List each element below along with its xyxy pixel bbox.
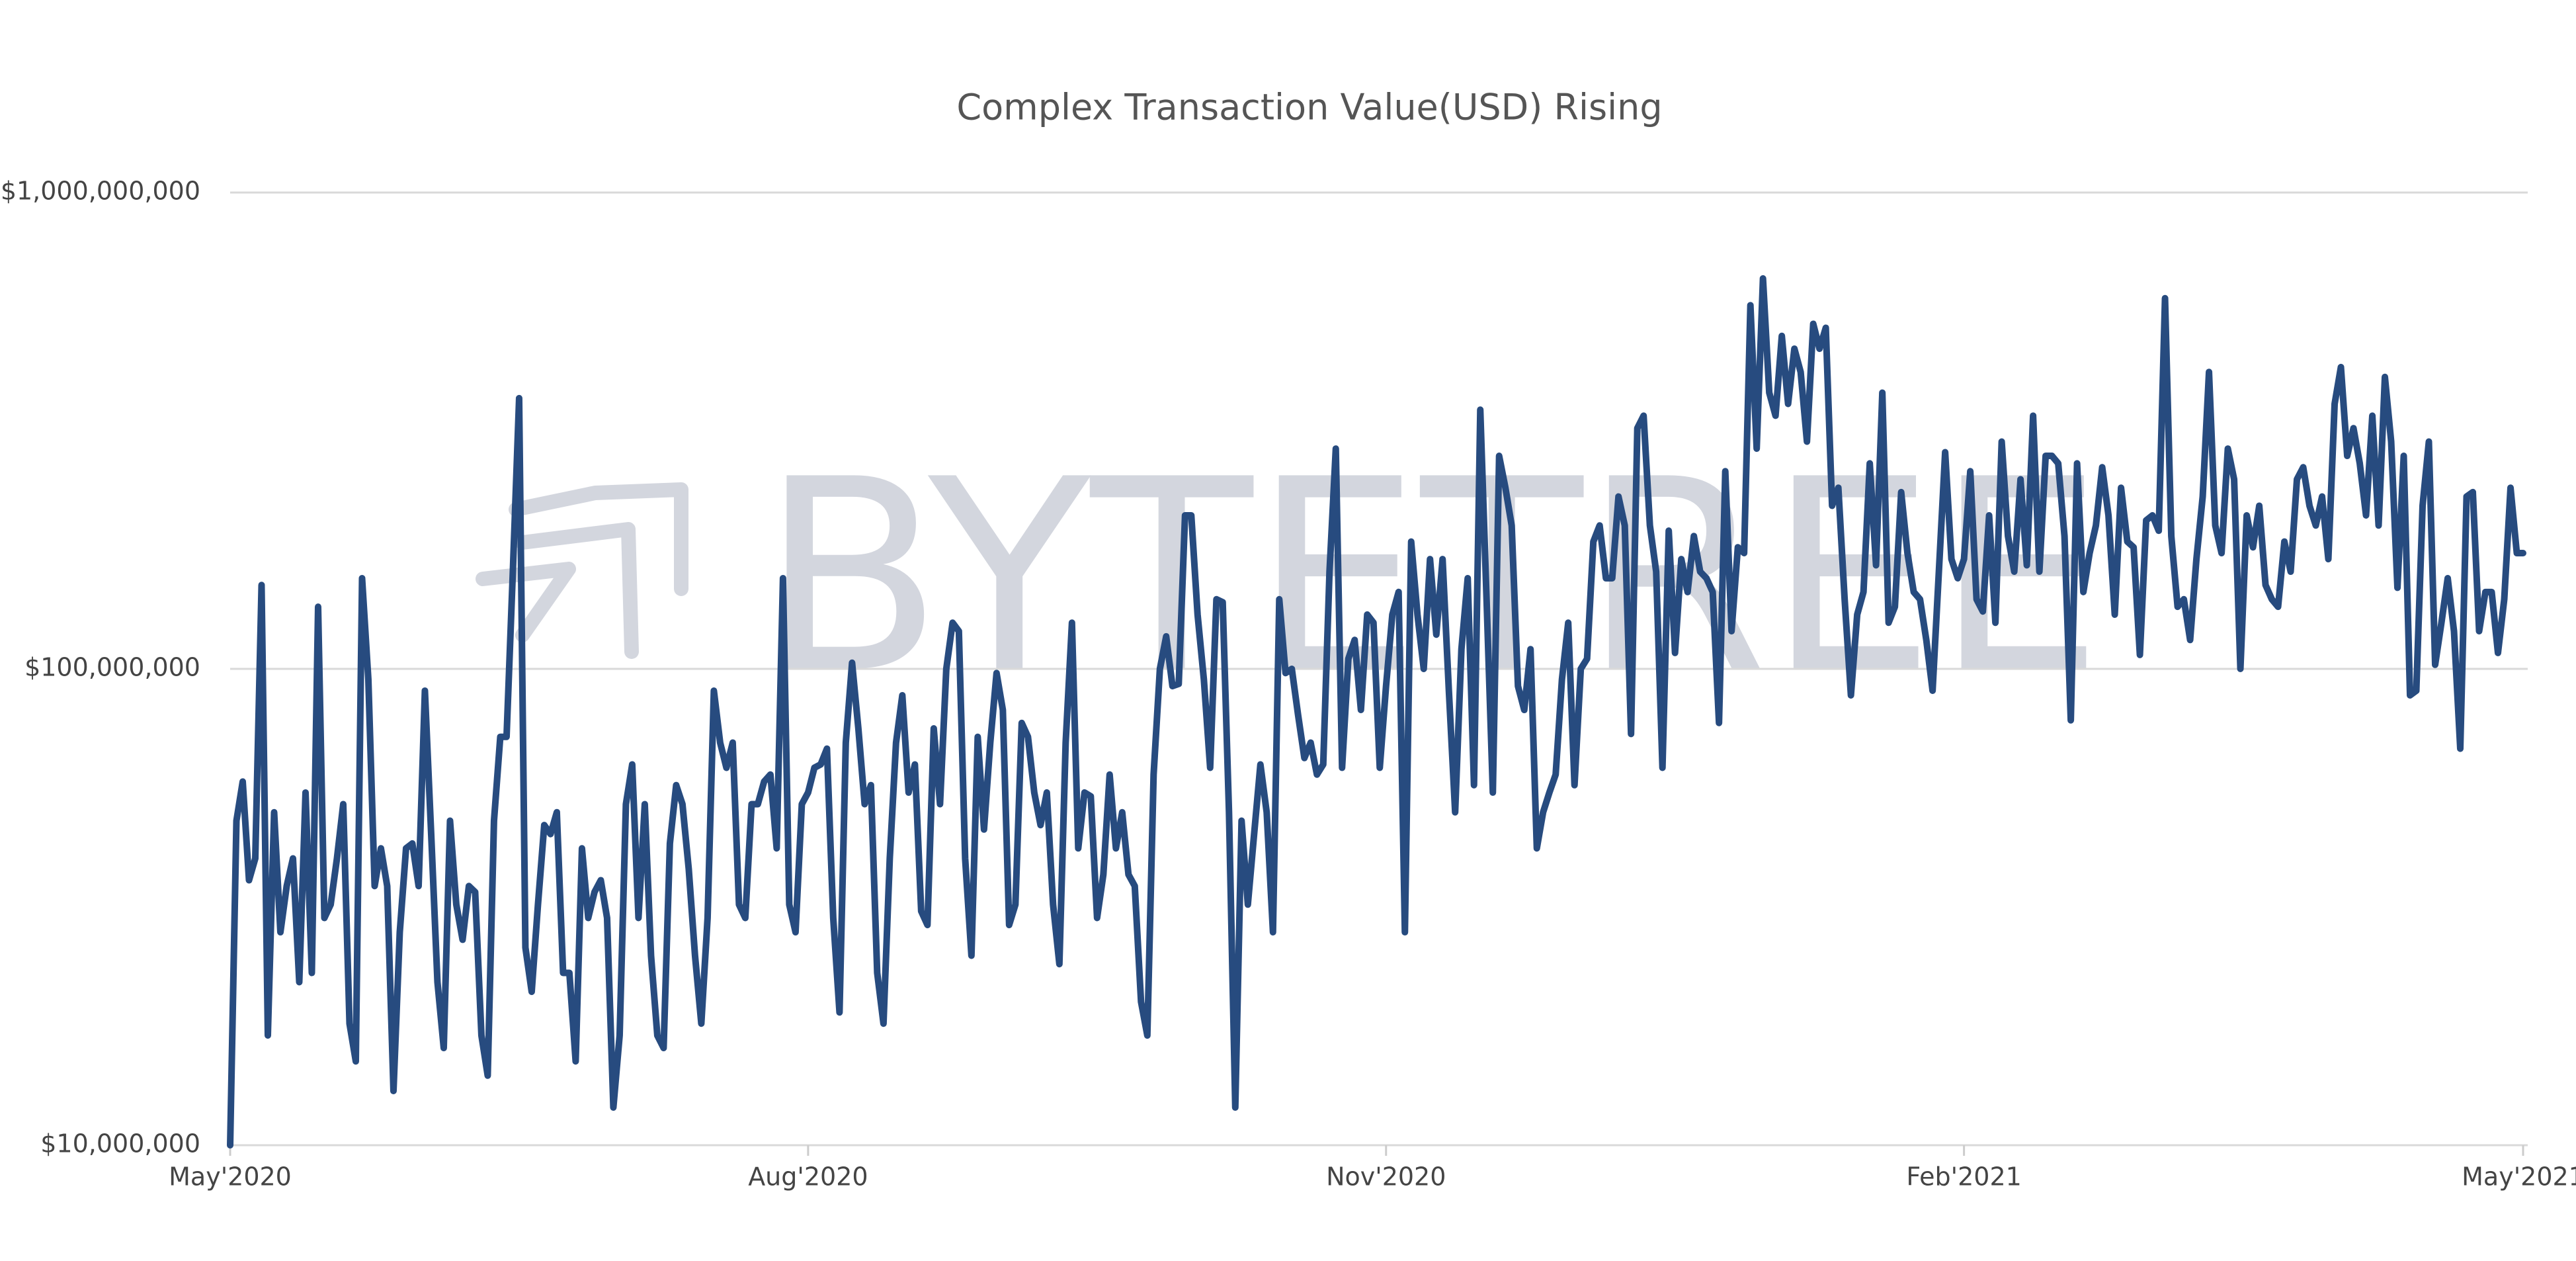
y-tick-label: $100,000,000 xyxy=(24,653,200,682)
data-line xyxy=(227,275,2526,1149)
x-tick-label: May'2020 xyxy=(169,1162,292,1192)
logo-arrow xyxy=(476,562,576,642)
chart-title: Complex Transaction Value(USD) Rising xyxy=(956,87,1662,128)
logo-arrow xyxy=(515,522,639,659)
x-tick-label: Nov'2020 xyxy=(1326,1162,1446,1192)
x-tick-label: Feb'2021 xyxy=(1906,1162,2021,1192)
logo-arrow xyxy=(509,482,688,596)
y-tick-label: $10,000,000 xyxy=(40,1129,200,1158)
x-tick-label: May'2021 xyxy=(2462,1162,2576,1192)
x-tick-label: Aug'2020 xyxy=(748,1162,868,1192)
y-tick-label: $1,000,000,000 xyxy=(1,177,200,206)
